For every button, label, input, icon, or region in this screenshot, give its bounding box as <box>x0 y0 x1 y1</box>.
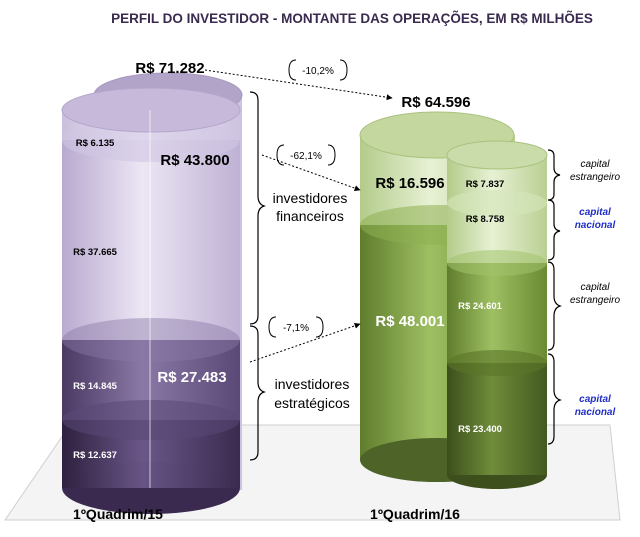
side-label-1-line1: capital <box>581 159 611 170</box>
total-label-right: R$ 64.596 <box>401 94 470 111</box>
group-label-estrategicos-right: R$ 48.001 <box>375 313 444 330</box>
group-label-estrategicos-left: R$ 27.483 <box>157 369 226 386</box>
cylinder-right-front <box>446 140 548 489</box>
side-label-4-line2: nacional <box>575 407 616 418</box>
segment-label-right-fin-nac: R$ 8.758 <box>466 214 505 225</box>
total-label-left: R$ 71.282 <box>135 60 204 77</box>
investidores-financeiros-line1: investidores <box>273 190 348 206</box>
segment-label-left-est-estr: R$ 14.845 <box>73 381 118 392</box>
group-label-financeiros-right: R$ 16.596 <box>375 175 444 192</box>
category-label-right: 1ºQuadrim/16 <box>370 506 460 522</box>
bracket-financeiros <box>249 91 266 325</box>
arrow-estrategicos <box>249 322 361 363</box>
investidores-financeiros-line2: financeiros <box>276 208 344 224</box>
change-label-financeiros: -62,1% <box>290 151 322 162</box>
group-label-financeiros-left: R$ 43.800 <box>160 152 229 169</box>
right-brackets <box>547 149 562 445</box>
investidores-estrategicos-line2: estratégicos <box>274 395 349 411</box>
segment-label-right-fin-estr: R$ 7.837 <box>466 179 505 190</box>
left-brackets <box>249 91 266 461</box>
side-label-1-line2: estrangeiro <box>570 172 620 183</box>
segment-label-right-est-estr: R$ 24.601 <box>458 301 503 312</box>
labels-layer: R$ 71.282 R$ 64.596 -10,2% -62,1% -7,1% … <box>73 60 620 522</box>
side-label-2-line1: capital <box>579 207 611 218</box>
segment-label-right-est-nac: R$ 23.400 <box>458 424 502 435</box>
change-label-estrategicos: -7,1% <box>283 323 309 334</box>
bracket-estrategicos <box>249 325 266 461</box>
segment-label-left-fin-estr: R$ 6.135 <box>76 138 115 149</box>
category-label-left: 1ºQuadrim/15 <box>73 506 163 522</box>
change-pills <box>268 59 348 338</box>
investidores-estrategicos-line1: investidores <box>275 376 350 392</box>
side-label-4-line1: capital <box>579 394 611 405</box>
cylinder-left-front <box>61 87 241 514</box>
segment-label-left-est-nac: R$ 12.637 <box>73 450 117 461</box>
arrow-total <box>204 69 393 101</box>
segment-label-left-fin-nac: R$ 37.665 <box>73 247 118 258</box>
chart-title: PERFIL DO INVESTIDOR - MONTANTE DAS OPER… <box>111 11 593 26</box>
change-label-total: -10,2% <box>302 66 334 77</box>
side-label-2-line2: nacional <box>575 220 616 231</box>
side-label-3-line2: estrangeiro <box>570 295 620 306</box>
side-label-3-line1: capital <box>581 282 611 293</box>
